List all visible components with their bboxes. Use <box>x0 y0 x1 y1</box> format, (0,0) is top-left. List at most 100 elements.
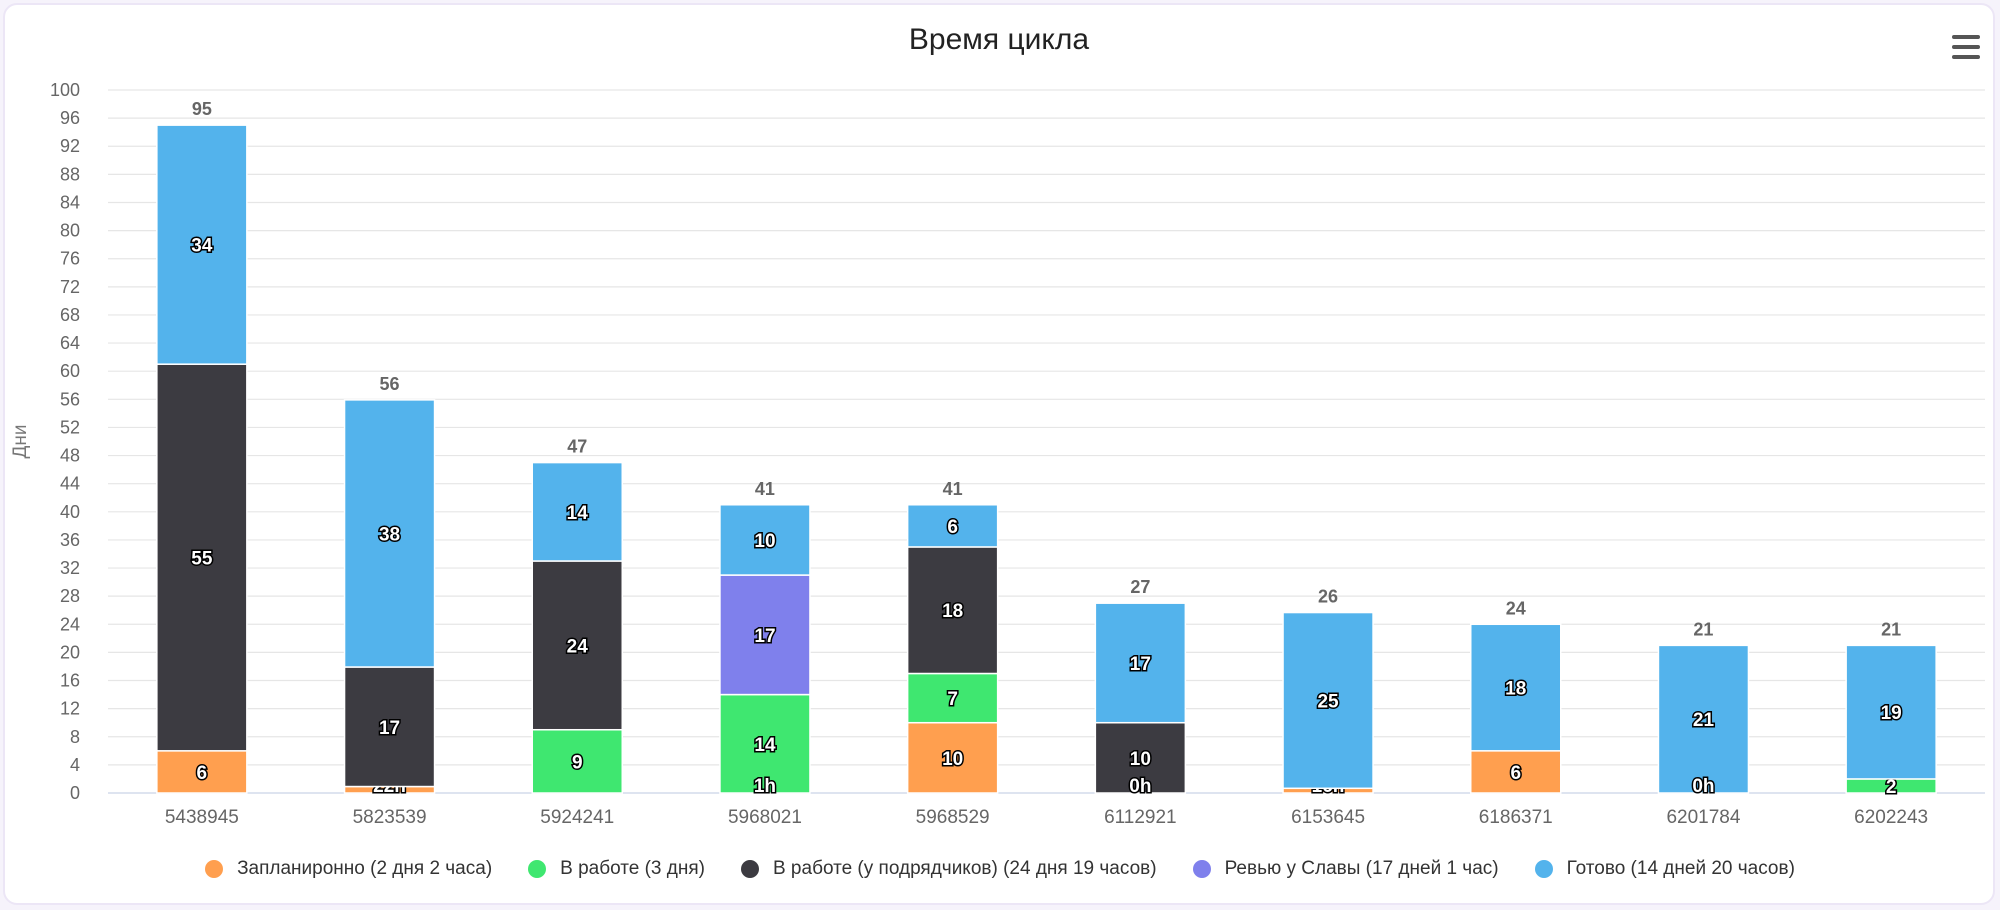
total-label: 41 <box>755 479 775 499</box>
y-tick-label: 0 <box>70 783 80 803</box>
bar-segment <box>156 363 248 752</box>
legend-item[interactable]: В работе (у подрядчиков) (24 дня 19 часо… <box>740 858 1157 880</box>
y-tick-label: 96 <box>60 108 80 128</box>
x-tick-label: 5968021 <box>728 807 802 828</box>
data-label: 34 <box>191 236 213 257</box>
legend-dot-icon <box>1534 860 1553 878</box>
bar-segment <box>1470 750 1562 794</box>
data-label: 0h <box>1692 776 1714 797</box>
y-tick-label: 24 <box>60 614 80 634</box>
y-tick-label: 72 <box>60 277 80 297</box>
total-label: 21 <box>1693 619 1713 639</box>
y-tick-label: 60 <box>60 361 80 381</box>
y-tick-label: 48 <box>60 446 80 466</box>
legend-item[interactable]: В работе (3 дня) <box>528 858 705 880</box>
data-label: 10 <box>1130 749 1151 770</box>
legend-dot-icon <box>740 860 759 878</box>
x-tick-label: 6202243 <box>1854 807 1928 828</box>
data-label: 38 <box>379 524 400 545</box>
legend-dot-icon <box>528 860 547 878</box>
y-tick-label: 68 <box>60 305 80 325</box>
legend-label: Ревью у Славы (17 дней 1 час) <box>1224 858 1499 879</box>
y-tick-label: 44 <box>60 474 80 494</box>
data-label: 24 <box>567 636 589 657</box>
bar-segment <box>156 750 248 794</box>
data-label: 18 <box>1505 679 1526 700</box>
bar-segment <box>531 728 623 794</box>
data-label: 17 <box>754 626 775 647</box>
legend: Запланиронно (2 дня 2 часа) В работе (3 д… <box>0 858 2000 880</box>
legend-item[interactable]: Запланиронно (2 дня 2 часа) <box>205 858 492 880</box>
data-label: 0h <box>1129 776 1151 797</box>
legend-item[interactable]: Ревью у Славы (17 дней 1 час) <box>1192 858 1499 880</box>
data-label: 9 <box>572 752 583 773</box>
x-tick-label: 6201784 <box>1666 807 1740 828</box>
data-label: 14 <box>754 735 776 756</box>
data-label: 14 <box>567 503 589 524</box>
bar-segment <box>719 693 811 794</box>
legend-label: Запланиронно (2 дня 2 часа) <box>237 858 493 879</box>
x-tick-label: 5823539 <box>353 807 427 828</box>
y-tick-label: 4 <box>70 755 80 775</box>
data-label: 17 <box>1130 654 1151 675</box>
y-tick-label: 36 <box>60 530 80 550</box>
legend-item[interactable]: Готово (14 дней 20 часов) <box>1534 858 1795 880</box>
bar-segment <box>343 399 436 668</box>
bar-segment <box>906 504 999 548</box>
y-tick-label: 80 <box>60 221 80 241</box>
bar-segment <box>531 461 623 562</box>
data-label: 55 <box>191 548 213 569</box>
data-label: 19 <box>1881 703 1902 724</box>
data-label: 1h <box>754 776 776 797</box>
bar-segment <box>1282 611 1374 790</box>
legend-dot-icon <box>205 860 224 878</box>
data-label: 18 <box>942 601 963 622</box>
y-tick-label: 88 <box>60 164 80 184</box>
y-tick-label: 84 <box>60 192 80 212</box>
y-tick-label: 52 <box>60 417 80 437</box>
total-label: 56 <box>380 374 400 394</box>
bar-segment <box>1657 644 1750 794</box>
legend-dot-icon <box>1192 860 1211 878</box>
legend-label: В работе (у подрядчиков) (24 дня 19 часо… <box>772 858 1157 879</box>
x-tick-label: 5438945 <box>165 807 239 828</box>
data-label: 10 <box>942 749 963 770</box>
bar-segment <box>906 672 999 724</box>
total-label: 24 <box>1506 598 1526 618</box>
menu-icon[interactable] <box>1950 33 1984 63</box>
total-label: 41 <box>943 479 963 499</box>
bar-segment <box>1470 623 1562 752</box>
y-tick-label: 76 <box>60 249 80 269</box>
y-tick-label: 64 <box>60 333 80 353</box>
total-label: 26 <box>1318 587 1338 607</box>
data-label: 10 <box>754 531 775 552</box>
y-tick-label: 8 <box>70 727 80 747</box>
x-tick-label: 6153645 <box>1291 807 1365 828</box>
y-tick-label: 20 <box>60 642 80 662</box>
data-label: 17 <box>379 718 400 739</box>
bar-segment <box>156 124 248 365</box>
bar-segment <box>1094 602 1187 724</box>
total-label: 95 <box>192 99 212 119</box>
y-tick-label: 56 <box>60 389 80 409</box>
bar-segment <box>531 560 623 731</box>
data-label: 21 <box>1693 710 1715 731</box>
bar-segment <box>1845 644 1937 780</box>
data-label: 25 <box>1317 691 1339 712</box>
y-tick-label: 40 <box>60 502 80 522</box>
y-axis-label: Дни <box>10 425 31 459</box>
x-tick-label: 6186371 <box>1479 807 1553 828</box>
y-tick-label: 16 <box>60 671 80 691</box>
data-label: 6 <box>1510 763 1521 784</box>
bar-segment <box>906 721 999 794</box>
stacked-bar-chart: 0481216202428323640444852566064687276808… <box>10 80 1985 828</box>
total-label: 21 <box>1881 619 1901 639</box>
data-label: 6 <box>947 517 958 538</box>
y-tick-label: 28 <box>60 586 80 606</box>
x-tick-label: 5924241 <box>540 807 614 828</box>
data-label: 6 <box>197 763 208 784</box>
y-tick-label: 12 <box>60 699 80 719</box>
total-label: 27 <box>1130 577 1150 597</box>
bar-segment <box>719 504 811 576</box>
bar-segment <box>906 546 999 675</box>
